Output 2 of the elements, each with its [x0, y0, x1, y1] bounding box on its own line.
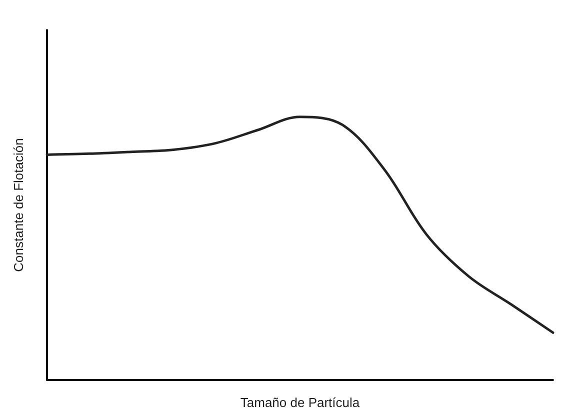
y-axis-title: Constante de Flotación: [11, 138, 26, 272]
x-axis-title: Tamaño de Partícula: [240, 395, 360, 410]
